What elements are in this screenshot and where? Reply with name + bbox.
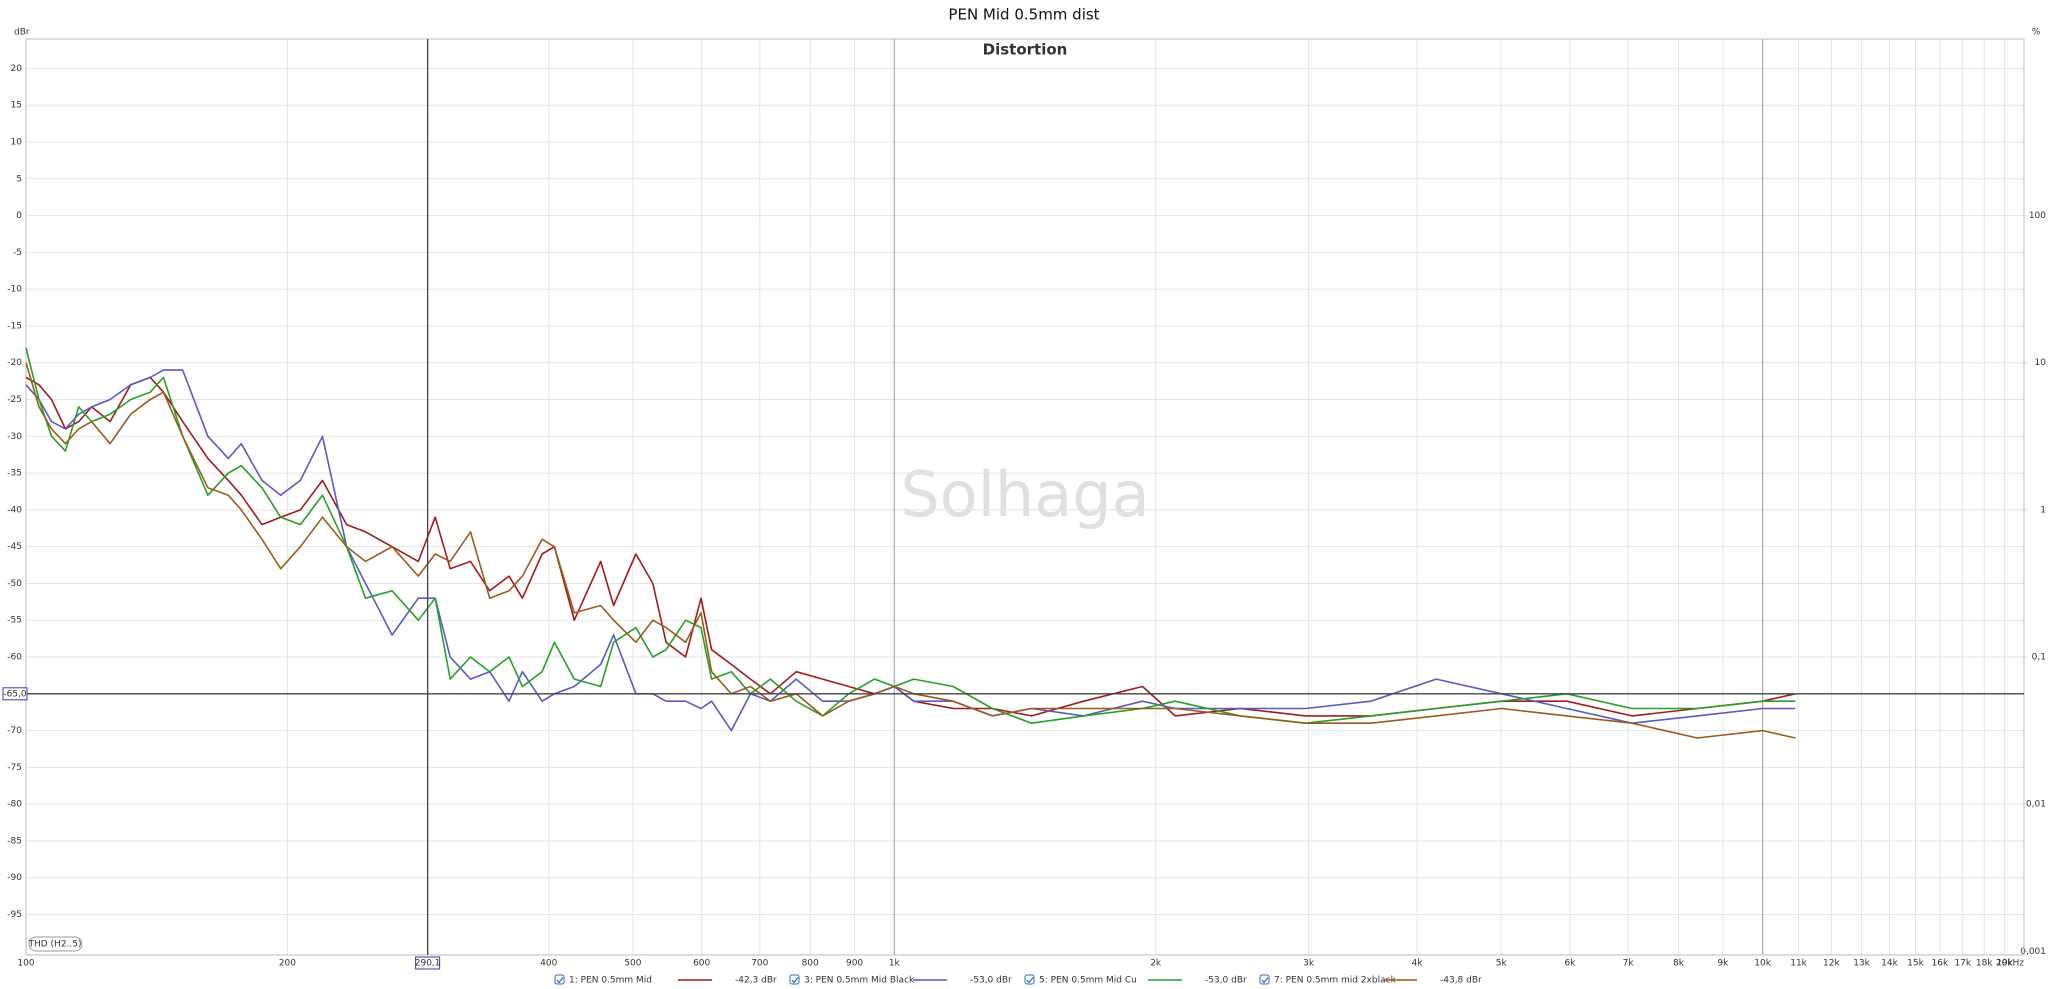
legend-label: 1: PEN 0.5mm Mid [569,976,652,986]
y-tick-label: -35 [7,469,22,479]
x-tick-label: 600 [693,959,710,969]
y-tick-label: 15 [11,101,22,111]
y-tick-label: -50 [7,579,22,589]
legend-checkbox[interactable] [554,974,565,985]
measure-box [28,936,83,952]
x-tick-label: 900 [846,959,863,969]
y-tick-label: 0 [16,211,22,221]
y2-tick-label: 100 [2029,211,2046,221]
y-tick-label: -15 [7,321,22,331]
legend-level: -53,0 dBr [970,976,1012,986]
y2-tick-label: 0,01 [2026,800,2046,810]
y-tick-label: -25 [7,395,22,405]
y-tick-label: -85 [7,836,22,846]
y-tick-label: -45 [7,542,22,552]
x-tick-label: 19k [1996,959,2013,969]
x-tick-label: 10k [1754,959,1771,969]
legend-level: -42,3 dBr [735,976,777,986]
y-tick-label: -55 [7,616,22,626]
y2-tick-label: 1 [2040,505,2046,515]
y-tick-label: -5 [13,248,22,258]
legend-checkbox[interactable] [789,974,800,985]
x-tick-label: 11k [1790,959,1807,969]
cursor-y-label: -65,0 [3,689,27,699]
cursor-x-label: 290,1 [415,959,441,969]
x-tick-label: 6k [1565,959,1577,969]
x-tick-label: 4k [1412,959,1424,969]
y-tick-label: -70 [7,726,22,736]
legend-check [1026,977,1034,984]
x-tick-label: 12k [1823,959,1840,969]
y-tick-label: 10 [11,138,23,148]
x-tick-label: 8k [1673,959,1685,969]
x-tick-label: 1k [889,959,901,969]
x-tick-label: 2k [1150,959,1162,969]
legend-label: 5: PEN 0.5mm Mid Cu [1039,976,1137,986]
x-tick-label: 20kHz [1996,959,2024,969]
y2-axis-label: % [2032,28,2041,38]
x-tick-label: 800 [802,959,819,969]
cursor-y-box [2,687,28,701]
x-tick-label: 200 [279,959,296,969]
series-line [25,362,1796,739]
legend-checkbox[interactable] [1024,974,1035,985]
x-tick-label: 5k [1496,959,1508,969]
x-tick-label: 400 [540,959,557,969]
y-tick-label: -60 [7,653,22,663]
x-tick-label: 7k [1623,959,1635,969]
x-tick-label: 13k [1853,959,1870,969]
x-tick-label: 16k [1932,959,1949,969]
x-tick-label: 9k [1717,959,1729,969]
legend-check [1261,977,1269,984]
series-line [25,376,1796,717]
legend-label: 7: PEN 0.5mm mid 2xblack [1274,976,1397,986]
x-tick-label: 17k [1954,959,1971,969]
x-tick-label: 100 [17,959,34,969]
y-tick-label: 5 [16,174,22,184]
legend-level: -43,8 dBr [1440,976,1482,986]
y-tick-label: -80 [7,800,22,810]
y-tick-label: 20 [11,64,23,74]
y-tick-label: -90 [7,873,22,883]
y2-tick-label: 0,1 [2032,653,2046,663]
plot-frame [25,38,2025,956]
y-tick-label: -95 [7,910,22,920]
y2-tick-label: 10 [2035,358,2047,368]
y2-tick-label: 0,001 [2020,947,2046,957]
series-line [25,347,1796,724]
x-tick-label: 18k [1976,959,1993,969]
y-axis-label: dBr [14,28,30,38]
y-tick-label: -20 [7,358,22,368]
x-tick-label: 15k [1907,959,1924,969]
y-tick-label: -40 [7,505,22,515]
legend-check [556,977,564,984]
legend-level: -53,0 dBr [1205,976,1247,986]
x-tick-label: 3k [1303,959,1315,969]
legend-label: 3: PEN 0.5mm Mid Black [804,976,915,986]
chart-subtitle: Distortion [983,41,1068,59]
x-tick-label: 14k [1881,959,1898,969]
x-tick-label: 700 [751,959,768,969]
grid [25,39,2025,955]
y-tick-label: -75 [7,763,22,773]
legend-checkbox[interactable] [1259,974,1270,985]
measure-label: THD (H2..5) [27,940,81,950]
chart-title: PEN Mid 0.5mm dist [948,6,1099,24]
x-tick-label: 500 [624,959,641,969]
legend-check [791,977,799,984]
y-tick-label: -10 [7,285,22,295]
cursor-x-box [415,956,441,970]
y-tick-label: -30 [7,432,22,442]
watermark: Solhaga [900,458,1149,531]
